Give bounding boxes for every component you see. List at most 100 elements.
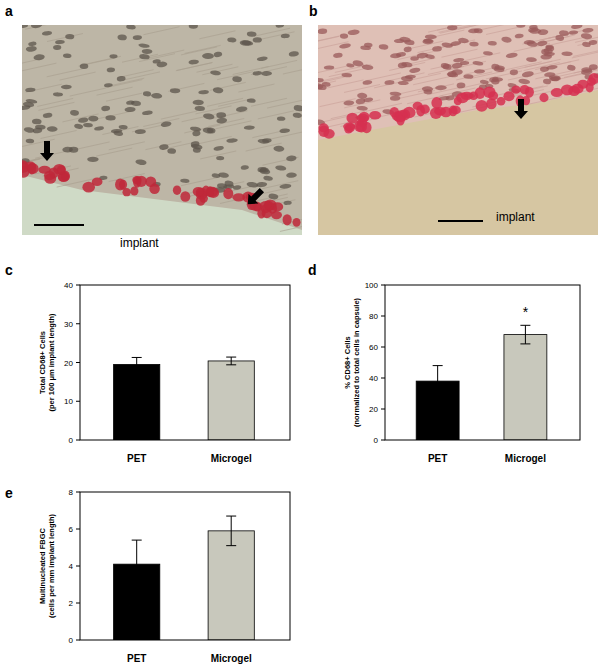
nucleus bbox=[396, 51, 407, 57]
nucleus bbox=[247, 98, 256, 103]
nucleus bbox=[198, 90, 209, 95]
nucleus bbox=[582, 27, 594, 33]
nucleus bbox=[567, 64, 576, 71]
nucleus bbox=[277, 116, 286, 121]
fiber bbox=[109, 142, 145, 150]
fiber bbox=[60, 72, 96, 80]
bar bbox=[114, 364, 160, 440]
error-bar bbox=[520, 325, 530, 344]
plot-area bbox=[416, 335, 547, 440]
nucleus bbox=[516, 25, 525, 28]
nucleus bbox=[469, 42, 478, 47]
nucleus bbox=[109, 54, 117, 58]
cd68-cell bbox=[488, 91, 498, 100]
nucleus bbox=[252, 71, 262, 76]
error-cap bbox=[132, 371, 142, 372]
nucleus bbox=[213, 87, 224, 94]
fiber bbox=[106, 80, 142, 88]
nucleus bbox=[447, 25, 457, 30]
nucleus bbox=[526, 57, 537, 63]
fiber bbox=[318, 65, 352, 73]
cd68-cell bbox=[456, 92, 469, 103]
y-axis-label-line: % CD68+ Cells bbox=[343, 336, 352, 388]
fiber bbox=[185, 45, 221, 53]
fiber bbox=[143, 27, 179, 35]
nucleus bbox=[501, 36, 512, 43]
cd68-cell bbox=[173, 185, 181, 194]
panel-label: a bbox=[5, 3, 13, 19]
fiber bbox=[47, 34, 83, 42]
nucleus bbox=[569, 30, 579, 35]
cd68-cell bbox=[27, 163, 36, 175]
y-tick bbox=[381, 440, 385, 441]
nucleus bbox=[341, 73, 352, 78]
nucleus bbox=[405, 74, 416, 79]
cd68-cell bbox=[476, 100, 488, 112]
nucleus bbox=[339, 43, 351, 50]
error-bar bbox=[226, 357, 236, 365]
cd68-cell bbox=[206, 186, 214, 197]
nucleus bbox=[268, 193, 279, 200]
nucleus bbox=[506, 52, 518, 59]
nucleus bbox=[257, 139, 269, 145]
y-axis-label-line: (cells per mm implant length) bbox=[47, 513, 56, 618]
cd68-cell bbox=[283, 214, 292, 225]
fiber bbox=[70, 88, 106, 96]
nucleus bbox=[32, 127, 42, 134]
fiber bbox=[464, 53, 500, 61]
nucleus bbox=[384, 80, 394, 85]
fiber bbox=[318, 36, 339, 44]
nucleus bbox=[422, 39, 433, 45]
nucleus bbox=[355, 98, 365, 105]
error-line bbox=[437, 366, 438, 397]
cd68-cell bbox=[82, 182, 95, 193]
fiber bbox=[181, 178, 217, 186]
nucleus bbox=[515, 33, 524, 38]
y-tick bbox=[76, 603, 80, 604]
cd68-cell bbox=[430, 107, 442, 119]
nucleus bbox=[25, 87, 35, 92]
nucleus bbox=[483, 51, 493, 56]
cd68-cell bbox=[193, 187, 204, 196]
cd68-cell bbox=[539, 93, 548, 102]
fiber bbox=[47, 69, 83, 77]
nucleus bbox=[206, 127, 216, 134]
y-tick bbox=[76, 529, 80, 530]
fiber bbox=[22, 63, 56, 71]
nucleus bbox=[94, 126, 104, 131]
nucleus bbox=[216, 117, 227, 124]
cd68-cell bbox=[130, 187, 138, 196]
nucleus bbox=[510, 69, 519, 75]
nucleus bbox=[26, 46, 37, 52]
nucleus bbox=[32, 118, 42, 124]
cd68-cell bbox=[27, 163, 38, 173]
nucleus bbox=[233, 185, 242, 191]
error-line bbox=[136, 357, 137, 371]
figure: implantaimplantbPETMicrogel010203040Tota… bbox=[0, 0, 604, 670]
bar bbox=[504, 335, 547, 440]
y-tick-label: 40 bbox=[64, 281, 73, 290]
cd68-cell bbox=[232, 193, 245, 201]
implant-label: implant bbox=[496, 210, 535, 224]
y-axis-label: Multinucleated FBGC(cells per mm implant… bbox=[38, 513, 56, 618]
y-axis-label-line: (normalized to total cells in capsule) bbox=[352, 297, 361, 427]
nucleus bbox=[474, 69, 485, 74]
nucleus bbox=[259, 168, 271, 175]
cd68-cell bbox=[345, 123, 355, 132]
nucleus bbox=[324, 65, 335, 69]
nucleus bbox=[546, 65, 558, 71]
nucleus bbox=[492, 77, 503, 82]
plot-frame bbox=[80, 285, 290, 440]
nucleus bbox=[216, 112, 226, 118]
nucleus bbox=[286, 155, 297, 162]
nucleus bbox=[135, 159, 147, 166]
y-axis-label-line: Multinucleated FBGC bbox=[38, 528, 47, 604]
nucleus bbox=[139, 54, 150, 60]
nucleus bbox=[42, 31, 52, 36]
implant-label: implant bbox=[120, 236, 159, 250]
nucleus bbox=[283, 200, 292, 205]
nucleus bbox=[582, 41, 591, 47]
fiber bbox=[441, 49, 477, 57]
nucleus bbox=[87, 157, 98, 162]
error-cap bbox=[520, 343, 530, 344]
